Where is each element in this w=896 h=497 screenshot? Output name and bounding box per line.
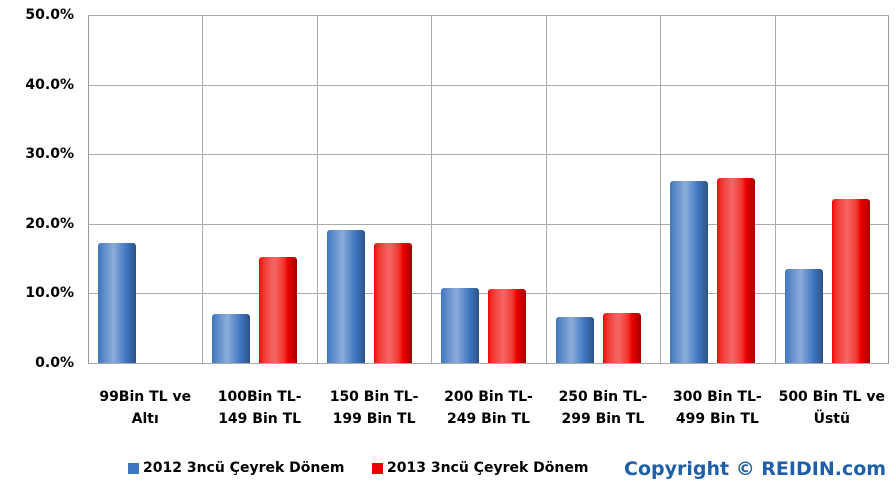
bar (488, 289, 527, 363)
bar (717, 177, 756, 363)
y-tick-label: 40.0% (25, 76, 74, 93)
bar (373, 242, 412, 363)
bar (670, 180, 709, 363)
bar (212, 314, 251, 363)
bar (602, 312, 641, 363)
bar (259, 256, 298, 363)
grid-line (88, 84, 889, 86)
bar (831, 198, 870, 363)
x-tick-label: 99Bin TL ve Altı (99, 389, 192, 427)
y-tick-label: 20.0% (25, 215, 74, 232)
x-tick-label: 200 Bin TL- 249 Bin TL (444, 389, 533, 427)
grid-line-vertical (202, 15, 204, 363)
legend-label: 2013 3ncü Çeyrek Dönem (387, 460, 589, 476)
grid-line (88, 223, 889, 225)
bar (784, 269, 823, 363)
x-tick-label: 100Bin TL- 149 Bin TL (217, 389, 302, 427)
y-tick-label: 50.0% (25, 7, 74, 23)
x-tick-label: 150 Bin TL- 199 Bin TL (329, 389, 419, 427)
grid-line (88, 154, 889, 156)
legend-label: 2012 3ncü Çeyrek Dönem (143, 460, 345, 476)
copyright: Copyright © REIDIN.com (624, 458, 887, 480)
grid-line (88, 363, 889, 364)
bar (555, 317, 594, 363)
grid-line-vertical (431, 15, 433, 363)
y-tick-label: 30.0% (25, 146, 74, 163)
legend-swatch (372, 463, 383, 474)
grid-line (88, 15, 889, 16)
y-tick-label: 10.0% (25, 285, 74, 302)
grid-line-vertical (774, 15, 776, 363)
bar (326, 230, 365, 363)
bar (441, 287, 480, 363)
grid-line-vertical (316, 15, 318, 363)
legend-swatch (128, 463, 139, 474)
grid-line-vertical (545, 15, 547, 363)
grid-line-vertical (660, 15, 662, 363)
x-tick-label: 300 Bin TL- 499 Bin TL (673, 389, 762, 427)
x-tick-label: 250 Bin TL- 299 Bin TL (558, 389, 648, 427)
bar (98, 242, 136, 363)
y-tick-label: 0.0% (35, 355, 74, 371)
x-tick-label: 500 Bin TL ve Üstü (778, 389, 885, 427)
